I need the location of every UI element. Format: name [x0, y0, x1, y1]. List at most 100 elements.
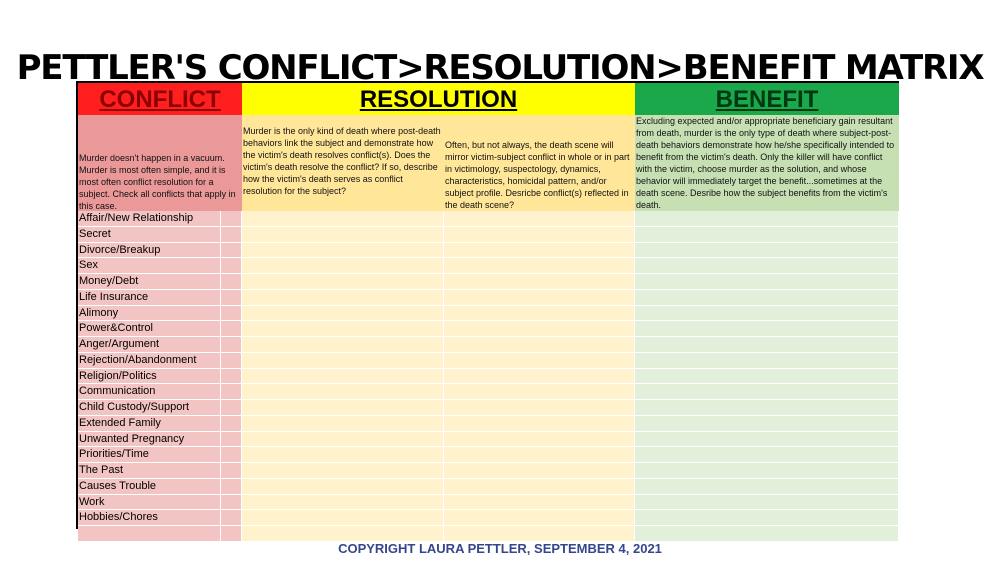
benefit-cell[interactable]	[635, 242, 899, 259]
conflict-label-cell[interactable]: Power&Control	[78, 321, 221, 337]
resolution-cell-1[interactable]	[242, 368, 444, 385]
resolution-cell-1[interactable]	[242, 494, 444, 511]
conflict-label-cell[interactable]: The Past	[78, 463, 221, 479]
benefit-cell[interactable]	[635, 258, 899, 274]
benefit-cell[interactable]	[635, 337, 899, 353]
conflict-label-cell[interactable]: Sex	[78, 258, 221, 274]
resolution-cell-2[interactable]	[444, 211, 635, 227]
resolution-cell-2[interactable]	[444, 415, 635, 432]
resolution-cell-2[interactable]	[444, 478, 635, 495]
benefit-cell[interactable]	[635, 431, 899, 448]
resolution-cell-1[interactable]	[242, 510, 444, 526]
resolution-cell-1[interactable]	[242, 463, 444, 479]
conflict-check-cell[interactable]	[221, 337, 242, 353]
conflict-check-cell[interactable]	[221, 526, 242, 542]
conflict-check-cell[interactable]	[221, 447, 242, 463]
benefit-cell[interactable]	[635, 305, 899, 322]
resolution-cell-2[interactable]	[444, 226, 635, 243]
resolution-cell-2[interactable]	[444, 274, 635, 290]
conflict-check-cell[interactable]	[221, 226, 242, 243]
benefit-cell[interactable]	[635, 510, 899, 526]
benefit-cell[interactable]	[635, 226, 899, 243]
resolution-cell-2[interactable]	[444, 258, 635, 274]
resolution-cell-2[interactable]	[444, 352, 635, 369]
resolution-cell-1[interactable]	[242, 400, 444, 416]
benefit-cell[interactable]	[635, 400, 899, 416]
benefit-cell[interactable]	[635, 352, 899, 369]
resolution-cell-1[interactable]	[242, 431, 444, 448]
resolution-cell-1[interactable]	[242, 211, 444, 227]
conflict-check-cell[interactable]	[221, 289, 242, 306]
benefit-cell[interactable]	[635, 384, 899, 400]
benefit-cell[interactable]	[635, 211, 899, 227]
conflict-check-cell[interactable]	[221, 478, 242, 495]
benefit-cell[interactable]	[635, 526, 899, 542]
benefit-cell[interactable]	[635, 415, 899, 432]
conflict-check-cell[interactable]	[221, 274, 242, 290]
benefit-cell[interactable]	[635, 368, 899, 385]
resolution-cell-1[interactable]	[242, 337, 444, 353]
resolution-cell-2[interactable]	[444, 305, 635, 322]
conflict-check-cell[interactable]	[221, 463, 242, 479]
resolution-cell-1[interactable]	[242, 415, 444, 432]
conflict-check-cell[interactable]	[221, 384, 242, 400]
resolution-cell-1[interactable]	[242, 289, 444, 306]
resolution-cell-2[interactable]	[444, 494, 635, 511]
conflict-label-cell[interactable]: Unwanted Pregnancy	[78, 431, 221, 448]
conflict-check-cell[interactable]	[221, 242, 242, 259]
conflict-check-cell[interactable]	[221, 321, 242, 337]
resolution-cell-1[interactable]	[242, 447, 444, 463]
resolution-cell-1[interactable]	[242, 274, 444, 290]
benefit-cell[interactable]	[635, 289, 899, 306]
conflict-check-cell[interactable]	[221, 415, 242, 432]
benefit-cell[interactable]	[635, 494, 899, 511]
conflict-check-cell[interactable]	[221, 352, 242, 369]
conflict-check-cell[interactable]	[221, 258, 242, 274]
resolution-cell-2[interactable]	[444, 368, 635, 385]
benefit-cell[interactable]	[635, 274, 899, 290]
resolution-cell-1[interactable]	[242, 526, 444, 542]
conflict-label-cell[interactable]: Money/Debt	[78, 274, 221, 290]
resolution-cell-2[interactable]	[444, 321, 635, 337]
resolution-cell-2[interactable]	[444, 447, 635, 463]
conflict-check-cell[interactable]	[221, 211, 242, 227]
conflict-label-cell[interactable]: Secret	[78, 226, 221, 243]
resolution-cell-2[interactable]	[444, 526, 635, 542]
conflict-label-cell[interactable]: Hobbies/Chores	[78, 510, 221, 526]
resolution-cell-2[interactable]	[444, 289, 635, 306]
benefit-cell[interactable]	[635, 321, 899, 337]
resolution-cell-1[interactable]	[242, 478, 444, 495]
resolution-cell-1[interactable]	[242, 305, 444, 322]
conflict-check-cell[interactable]	[221, 494, 242, 511]
conflict-label-cell[interactable]: Causes Trouble	[78, 478, 221, 495]
conflict-label-cell[interactable]: Alimony	[78, 305, 221, 322]
resolution-cell-1[interactable]	[242, 226, 444, 243]
conflict-label-cell[interactable]: Divorce/Breakup	[78, 242, 221, 259]
conflict-label-cell[interactable]: Extended Family	[78, 415, 221, 432]
conflict-label-cell[interactable]: Child Custody/Support	[78, 400, 221, 416]
resolution-cell-2[interactable]	[444, 384, 635, 400]
conflict-label-cell[interactable]	[78, 526, 221, 542]
conflict-label-cell[interactable]: Rejection/Abandonment	[78, 352, 221, 369]
conflict-label-cell[interactable]: Priorities/Time	[78, 447, 221, 463]
conflict-check-cell[interactable]	[221, 400, 242, 416]
conflict-label-cell[interactable]: Communication	[78, 384, 221, 400]
conflict-label-cell[interactable]: Anger/Argument	[78, 337, 221, 353]
resolution-cell-2[interactable]	[444, 463, 635, 479]
resolution-cell-1[interactable]	[242, 242, 444, 259]
conflict-label-cell[interactable]: Religion/Politics	[78, 368, 221, 385]
resolution-cell-1[interactable]	[242, 258, 444, 274]
conflict-check-cell[interactable]	[221, 510, 242, 526]
resolution-cell-1[interactable]	[242, 321, 444, 337]
conflict-check-cell[interactable]	[221, 431, 242, 448]
conflict-label-cell[interactable]: Affair/New Relationship	[78, 211, 221, 227]
resolution-cell-1[interactable]	[242, 352, 444, 369]
benefit-cell[interactable]	[635, 447, 899, 463]
conflict-check-cell[interactable]	[221, 305, 242, 322]
benefit-cell[interactable]	[635, 478, 899, 495]
conflict-check-cell[interactable]	[221, 368, 242, 385]
resolution-cell-2[interactable]	[444, 242, 635, 259]
resolution-cell-2[interactable]	[444, 337, 635, 353]
resolution-cell-2[interactable]	[444, 510, 635, 526]
conflict-label-cell[interactable]: Work	[78, 494, 221, 511]
